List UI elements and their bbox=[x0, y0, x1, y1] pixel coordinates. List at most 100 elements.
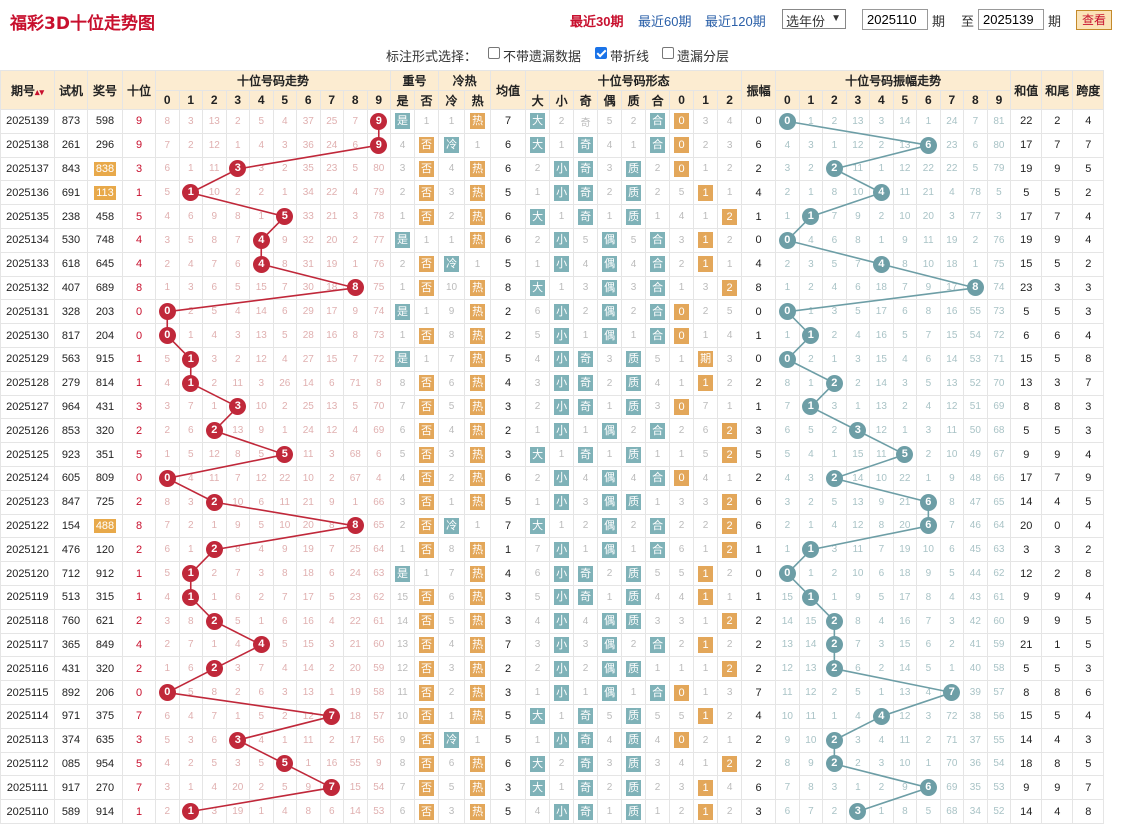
chevron-down-icon: ▼ bbox=[831, 13, 841, 24]
amp-miss-cell: 75 bbox=[986, 251, 1012, 277]
sum-cell: 9 bbox=[1010, 584, 1043, 610]
trend-miss-cell: 8 bbox=[319, 513, 344, 539]
trend-miss-cell: 5 bbox=[225, 608, 250, 634]
amp-miss-cell: 9 bbox=[869, 489, 894, 515]
amp-miss-cell: 53 bbox=[963, 346, 988, 372]
amp-ball: 0 bbox=[778, 565, 796, 583]
amp-digit-header: 0 bbox=[775, 90, 800, 110]
shape-cell: 2 bbox=[525, 465, 551, 491]
hotcold-cell: 热 bbox=[464, 751, 492, 777]
kaijiang-highlight: 488 bbox=[93, 518, 117, 533]
option-checkbox-no-miss[interactable] bbox=[488, 47, 500, 59]
shape-cell: 3 bbox=[597, 346, 623, 372]
amp-miss-cell: 2 bbox=[775, 251, 800, 277]
option-checkbox-line[interactable] bbox=[595, 47, 607, 59]
trend-ball: 1 bbox=[182, 374, 200, 392]
amp-hit-cell: 2 bbox=[822, 156, 847, 182]
col-issue[interactable]: 期号▴▾ bbox=[0, 70, 55, 110]
shiji-cell: 923 bbox=[54, 442, 88, 467]
sum-cell: 13 bbox=[1010, 370, 1043, 396]
period-link-60[interactable]: 最近60期 bbox=[638, 14, 692, 29]
shiwei-cell: 4 bbox=[122, 251, 156, 277]
option-label-line[interactable]: 带折线 bbox=[610, 49, 650, 64]
shape-cell: 3 bbox=[573, 632, 599, 658]
shape-tag: 2 bbox=[722, 541, 738, 558]
amp-miss-cell: 18 bbox=[939, 251, 965, 277]
repeat-tag: 否 bbox=[419, 184, 435, 201]
hotcold-cell: 热 bbox=[464, 299, 492, 325]
table-row: 2025126 853 320 2 2 6 2 13 9 1 24 12 4 69 6 否 4 热 2 1 小 1 偶 2 合 2… bbox=[0, 418, 1105, 444]
kaijiang-cell: 915 bbox=[87, 346, 123, 372]
tail-cell: 4 bbox=[1041, 727, 1074, 753]
shape-cell: 合 bbox=[645, 537, 671, 563]
shape-tag: 小 bbox=[554, 184, 570, 201]
shape-tag: 合 bbox=[650, 279, 666, 296]
trend-miss-cell: 6 bbox=[178, 418, 203, 444]
trend-miss-cell: 4 bbox=[178, 703, 203, 729]
trend-hit-cell: 0 bbox=[155, 323, 180, 348]
trend-miss-cell: 7 bbox=[343, 109, 368, 134]
repeat-tag: 否 bbox=[419, 494, 435, 511]
repeat-tag: 否 bbox=[419, 589, 435, 606]
repeat-cell: 8 bbox=[390, 751, 416, 777]
trend-miss-cell: 5 bbox=[272, 775, 297, 801]
amp-miss-cell: 15 bbox=[892, 632, 918, 658]
shape-cell: 5 bbox=[573, 227, 599, 253]
trend-digit-header: 2 bbox=[202, 90, 227, 110]
query-button[interactable]: 查看 bbox=[1076, 10, 1112, 30]
amp-miss-cell: 51 bbox=[963, 394, 988, 420]
avg-cell: 2 bbox=[490, 299, 527, 325]
trend-miss-cell: 9 bbox=[343, 299, 368, 325]
shape-tag: 0 bbox=[674, 732, 690, 749]
amp-cell: 1 bbox=[741, 537, 777, 563]
trend-miss-cell: 3 bbox=[155, 608, 180, 634]
shape-sub-header: 大 bbox=[525, 90, 551, 110]
shiwei-cell: 1 bbox=[122, 799, 156, 824]
amp-miss-cell: 2 bbox=[822, 109, 847, 134]
amp-miss-cell: 5 bbox=[916, 656, 941, 682]
shape-cell: 2 bbox=[621, 109, 647, 134]
tail-cell: 5 bbox=[1041, 251, 1074, 277]
tail-cell: 6 bbox=[1041, 323, 1074, 348]
trend-miss-cell: 16 bbox=[296, 608, 321, 634]
shape-tag: 0 bbox=[674, 160, 690, 177]
shape-cell: 5 bbox=[669, 703, 695, 729]
amp-miss-cell: 4 bbox=[916, 680, 941, 705]
option-label-no-miss[interactable]: 不带遗漏数据 bbox=[503, 49, 582, 64]
amp-miss-cell: 17 bbox=[892, 584, 918, 610]
repeat-tag: 否 bbox=[419, 160, 435, 177]
shape-cell: 质 bbox=[621, 394, 647, 420]
from-issue-input[interactable] bbox=[862, 9, 928, 30]
amp-digit-header: 5 bbox=[892, 90, 918, 110]
shape-cell: 4 bbox=[573, 251, 599, 277]
shape-cell: 4 bbox=[669, 751, 695, 777]
option-label-layer[interactable]: 遗漏分层 bbox=[677, 49, 730, 64]
amp-cell: 2 bbox=[741, 608, 777, 634]
issue-cell: 2025135 bbox=[0, 204, 55, 229]
trend-miss-cell: 9 bbox=[249, 418, 274, 444]
table-row: 2025115 892 206 0 0 5 8 2 6 3 13 1 19 58 11 否 2 热 3 1 小 1 偶 1 合 0… bbox=[0, 680, 1105, 705]
trend-miss-cell: 6 bbox=[366, 442, 392, 467]
trend-miss-cell: 3 bbox=[249, 156, 274, 182]
shape-cell: 4 bbox=[645, 584, 671, 610]
shape-cell: 1 bbox=[645, 656, 671, 682]
period-link-30[interactable]: 最近30期 bbox=[570, 14, 624, 29]
shiji-cell: 873 bbox=[54, 109, 88, 134]
amp-miss-cell: 1 bbox=[963, 251, 988, 277]
shape-cell: 奇 bbox=[573, 561, 599, 586]
amp-miss-cell: 7 bbox=[845, 251, 871, 277]
period-link-120[interactable]: 最近120期 bbox=[705, 14, 766, 29]
to-issue-input[interactable] bbox=[978, 9, 1044, 30]
trend-miss-cell: 16 bbox=[319, 751, 344, 777]
shape-cell: 1 bbox=[693, 775, 719, 801]
amp-miss-cell: 9 bbox=[892, 775, 918, 801]
year-select[interactable]: 选年份 ▼ bbox=[782, 9, 846, 29]
repeat-cell: 14 bbox=[390, 608, 416, 634]
shape-cell: 合 bbox=[645, 251, 671, 277]
issue-cell: 2025115 bbox=[0, 680, 55, 705]
amp-miss-cell: 49 bbox=[963, 442, 988, 467]
trend-miss-cell: 17 bbox=[343, 727, 368, 753]
sum-cell: 18 bbox=[1010, 751, 1043, 777]
option-checkbox-layer[interactable] bbox=[662, 47, 674, 59]
sum-cell: 21 bbox=[1010, 632, 1043, 658]
